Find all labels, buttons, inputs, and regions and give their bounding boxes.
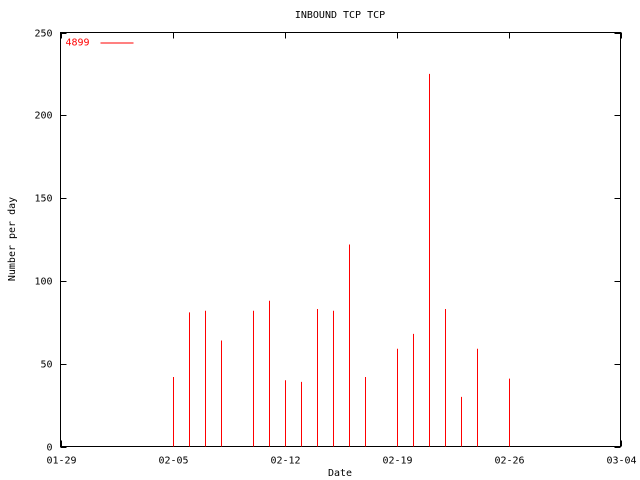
y-tick-label: 100 [34,277,52,288]
x-tick-label: 02-19 [382,456,412,467]
legend-label: 4899 [66,38,90,49]
y-axis-label: Number per day [7,197,18,281]
y-tick-label: 50 [40,360,52,371]
y-tick-label: 200 [34,111,52,122]
y-tick-label: 150 [34,194,52,205]
x-axis-label: Date [328,468,352,479]
y-tick-label: 250 [34,29,52,40]
x-tick-label: 01-29 [46,456,76,467]
x-tick-label: 02-26 [494,456,524,467]
x-tick-label: 02-05 [158,456,188,467]
chart-title: INBOUND TCP TCP [295,10,385,21]
x-tick-label: 03-04 [606,456,636,467]
x-tick-label: 02-12 [270,456,300,467]
plot-frame [60,32,621,447]
y-tick-label: 0 [46,443,52,454]
